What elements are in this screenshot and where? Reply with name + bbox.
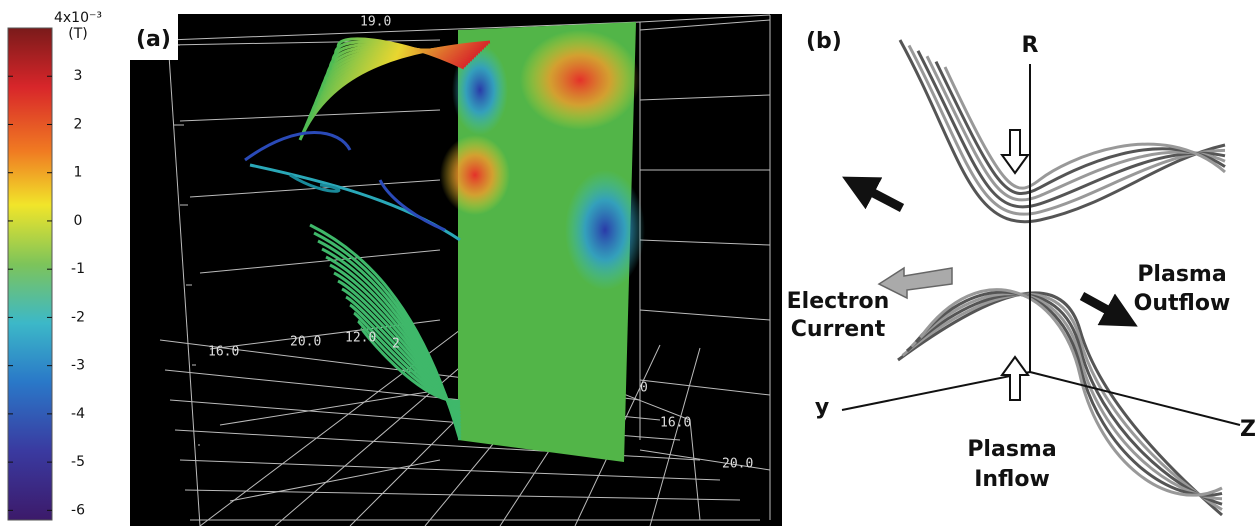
axis-tick-label: 2 [392,337,400,352]
axis-tick-label: 16.0 [660,416,691,431]
annotation: Outflow [1134,291,1231,316]
curve [927,56,1225,200]
panel-b: (b) R y Z Electron Current Plasma Outflo… [787,29,1256,515]
blue-region [565,170,645,290]
axis-tick-label: 20.0 [290,335,321,350]
field-plane [440,22,645,462]
axis-tick-label: 20.0 [722,457,753,472]
curve [912,294,1223,499]
red-region [520,30,640,130]
colorbar-unit: (T) [68,26,87,42]
curve [945,67,1225,188]
annotation: Current [791,317,886,342]
colorbar-ramp [8,28,52,520]
panel-label: (a) [136,27,171,52]
annotation: Plasma [967,437,1056,462]
inflow-arrow [1002,357,1028,400]
panel-a: (a) 19.0 20.0 16.0 12.0 2 0 16.0 20.0 [130,14,782,526]
colorbar-tick-label: -1 [71,261,85,277]
annotation: Inflow [974,467,1050,492]
panel-label: (b) [806,29,842,54]
colorbar-tick-label: 3 [74,68,83,84]
annotation: Plasma [1137,262,1226,287]
colorbar-tick-label: 0 [74,213,83,229]
colorbar-tick-label: -4 [71,406,85,422]
axis-tick-label: 12.0 [345,331,376,346]
colorbar-tick-label: -6 [71,502,85,518]
inflow-arrow [1002,130,1028,173]
colorbar: 4x10⁻³(T) 3 2 1 0 -1 -2 -3 -4 -5 -6 [8,10,102,520]
colorbar-tick-label: -2 [71,309,85,325]
red-region [440,135,510,215]
outflow-arrow [1082,296,1122,318]
z-axis [1030,372,1240,425]
current-arrow [879,268,952,298]
y-axis [842,372,1030,410]
axis-label: R [1022,33,1039,58]
colorbar-tick-label: 2 [74,116,83,132]
axis-tick-label: 0 [640,381,648,396]
colorbar-tick-label: -5 [71,454,85,470]
colorbar-tick-label: 1 [74,165,83,181]
axis-tick-label: 19.0 [360,15,391,30]
annotation: Electron [787,289,890,314]
axis-label: Z [1240,417,1256,442]
colorbar-tick-label: -3 [71,358,85,374]
outflow-arrow [858,185,902,208]
axis-tick-label: 16.0 [208,345,239,360]
axis-label: y [815,395,829,420]
colorbar-exponent: 4x10⁻³ [54,10,102,26]
figure: 4x10⁻³(T) 3 2 1 0 -1 -2 -3 -4 -5 -6 (a) 19.0 20.0 16… [0,0,1256,526]
